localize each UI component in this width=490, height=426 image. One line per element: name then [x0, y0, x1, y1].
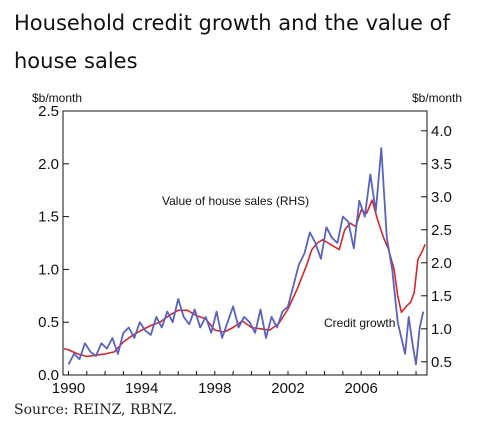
annotation-credit-growth: Credit growth	[324, 316, 395, 330]
right-tick-label: 2.5	[431, 222, 452, 239]
left-tick-label: 2.5	[38, 103, 59, 120]
plot-frame	[62, 110, 428, 376]
right-tick-label: 0.5	[431, 354, 452, 371]
x-tick-label: 2002	[271, 380, 304, 397]
left-tick-label: 1.0	[38, 261, 59, 278]
left-tick-label: 1.5	[38, 209, 59, 226]
right-tick-label: 3.5	[431, 156, 452, 173]
left-axis-unit: $b/month	[32, 91, 82, 105]
right-axis-unit: $b/month	[412, 91, 462, 105]
series-line-house-sales	[63, 199, 426, 358]
x-tick-label: 2006	[344, 380, 377, 397]
left-tick-label: 0.5	[38, 314, 59, 331]
series-layer	[63, 147, 426, 366]
right-tick-label: 1.0	[431, 321, 452, 338]
left-tick-label: 0.0	[38, 367, 59, 384]
annotation-house-sales: Value of house sales (RHS)	[162, 194, 309, 208]
x-axis: 1990 1994 1998 2002 2006	[52, 371, 417, 397]
right-tick-label: 1.5	[431, 288, 452, 305]
right-tick-label: 4.0	[431, 123, 452, 140]
left-axis: 0.0 0.5 1.0 1.5 2.0 2.5	[38, 103, 69, 384]
x-tick-label: 1998	[198, 380, 231, 397]
x-tick-label: 1994	[125, 380, 158, 397]
series-line-credit-growth	[67, 147, 425, 366]
left-tick-label: 2.0	[38, 156, 59, 173]
x-tick-label: 1990	[52, 380, 85, 397]
right-axis: 0.5 1.0 1.5 2.0 2.5 3.0 3.5 4.0	[421, 123, 452, 371]
chart-title: Household credit growth and the value of…	[14, 11, 450, 73]
source-note: Source: REINZ, RBNZ.	[14, 402, 177, 418]
right-tick-label: 2.0	[431, 255, 452, 272]
right-tick-label: 3.0	[431, 189, 452, 206]
